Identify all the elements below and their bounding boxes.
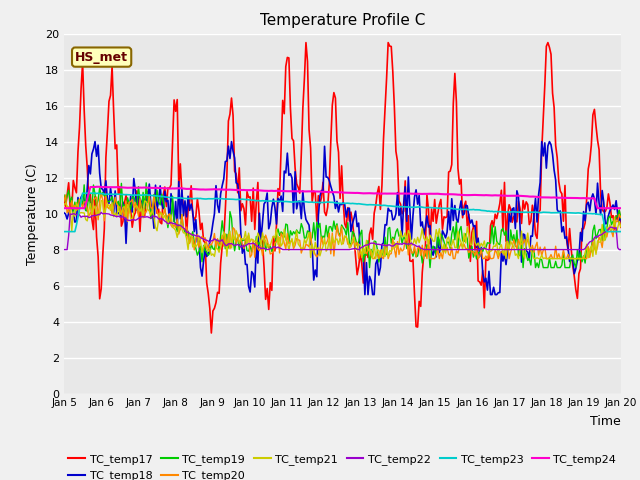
TC_temp20: [305, 244, 313, 250]
TC_temp24: [255, 188, 263, 193]
TC_temp20: [589, 239, 596, 245]
TC_temp24: [130, 185, 138, 191]
TC_temp24: [305, 189, 313, 194]
TC_temp21: [589, 253, 596, 259]
TC_temp21: [60, 202, 68, 208]
TC_temp21: [369, 256, 376, 262]
TC_temp17: [307, 145, 314, 151]
TC_temp23: [305, 199, 313, 205]
TC_temp22: [255, 244, 263, 250]
TC_temp19: [246, 243, 254, 249]
TC_temp17: [255, 231, 263, 237]
TC_temp20: [228, 240, 236, 246]
TC_temp18: [589, 191, 596, 197]
TC_temp22: [305, 247, 313, 252]
TC_temp17: [302, 40, 310, 46]
Y-axis label: Temperature (C): Temperature (C): [26, 163, 40, 264]
TC_temp20: [60, 198, 68, 204]
TC_temp17: [60, 194, 68, 200]
TC_temp24: [246, 187, 254, 193]
Text: HS_met: HS_met: [75, 50, 128, 63]
TC_temp23: [255, 198, 263, 204]
TC_temp21: [228, 245, 236, 251]
TC_temp23: [617, 228, 625, 234]
Line: TC_temp18: TC_temp18: [64, 142, 621, 295]
TC_temp19: [589, 228, 596, 234]
TC_temp21: [130, 209, 138, 215]
TC_temp19: [365, 264, 373, 270]
TC_temp23: [130, 192, 138, 198]
TC_temp20: [617, 215, 625, 220]
TC_temp19: [60, 192, 68, 198]
TC_temp21: [255, 234, 263, 240]
TC_temp23: [228, 196, 236, 202]
TC_temp19: [228, 215, 236, 221]
Text: Time: Time: [590, 415, 621, 428]
TC_temp21: [305, 229, 313, 235]
TC_temp18: [255, 210, 263, 216]
TC_temp22: [228, 240, 236, 246]
TC_temp24: [94, 184, 102, 190]
TC_temp17: [617, 225, 625, 230]
TC_temp24: [617, 205, 625, 211]
TC_temp22: [246, 241, 254, 247]
TC_temp22: [97, 209, 105, 215]
TC_temp20: [355, 256, 362, 262]
TC_temp22: [588, 239, 595, 244]
TC_temp24: [588, 195, 595, 201]
TC_temp20: [246, 254, 254, 260]
Line: TC_temp19: TC_temp19: [64, 183, 621, 267]
TC_temp18: [246, 289, 254, 295]
TC_temp18: [91, 139, 99, 144]
Line: TC_temp22: TC_temp22: [64, 212, 621, 250]
TC_temp22: [617, 247, 625, 252]
TC_temp18: [305, 222, 313, 228]
TC_temp18: [130, 176, 138, 181]
TC_temp24: [228, 187, 236, 192]
Title: Temperature Profile C: Temperature Profile C: [260, 13, 425, 28]
TC_temp23: [246, 197, 254, 203]
TC_temp20: [130, 204, 138, 210]
TC_temp17: [129, 224, 136, 230]
TC_temp23: [83, 190, 91, 196]
Line: TC_temp17: TC_temp17: [64, 43, 621, 333]
TC_temp17: [246, 194, 254, 200]
TC_temp19: [129, 195, 136, 201]
TC_temp19: [617, 215, 625, 221]
Line: TC_temp23: TC_temp23: [64, 193, 621, 231]
TC_temp21: [246, 239, 254, 245]
TC_temp23: [588, 211, 595, 216]
Legend: TC_temp17, TC_temp18, TC_temp19, TC_temp20, TC_temp21, TC_temp22, TC_temp23, TC_: TC_temp17, TC_temp18, TC_temp19, TC_temp…: [64, 450, 621, 480]
TC_temp21: [97, 198, 105, 204]
Line: TC_temp20: TC_temp20: [64, 193, 621, 259]
TC_temp18: [617, 213, 625, 218]
TC_temp18: [60, 210, 68, 216]
TC_temp21: [617, 224, 625, 230]
Line: TC_temp21: TC_temp21: [64, 201, 621, 259]
TC_temp24: [60, 205, 68, 211]
TC_temp18: [361, 292, 369, 298]
TC_temp20: [97, 190, 105, 196]
TC_temp22: [60, 247, 68, 252]
TC_temp17: [207, 330, 215, 336]
TC_temp19: [255, 239, 263, 245]
Line: TC_temp24: TC_temp24: [64, 187, 621, 208]
TC_temp20: [255, 248, 263, 253]
TC_temp23: [60, 228, 68, 234]
TC_temp18: [228, 139, 236, 144]
TC_temp17: [589, 112, 596, 118]
TC_temp22: [130, 217, 138, 223]
TC_temp17: [228, 95, 236, 101]
TC_temp19: [142, 180, 150, 186]
TC_temp19: [305, 228, 313, 234]
